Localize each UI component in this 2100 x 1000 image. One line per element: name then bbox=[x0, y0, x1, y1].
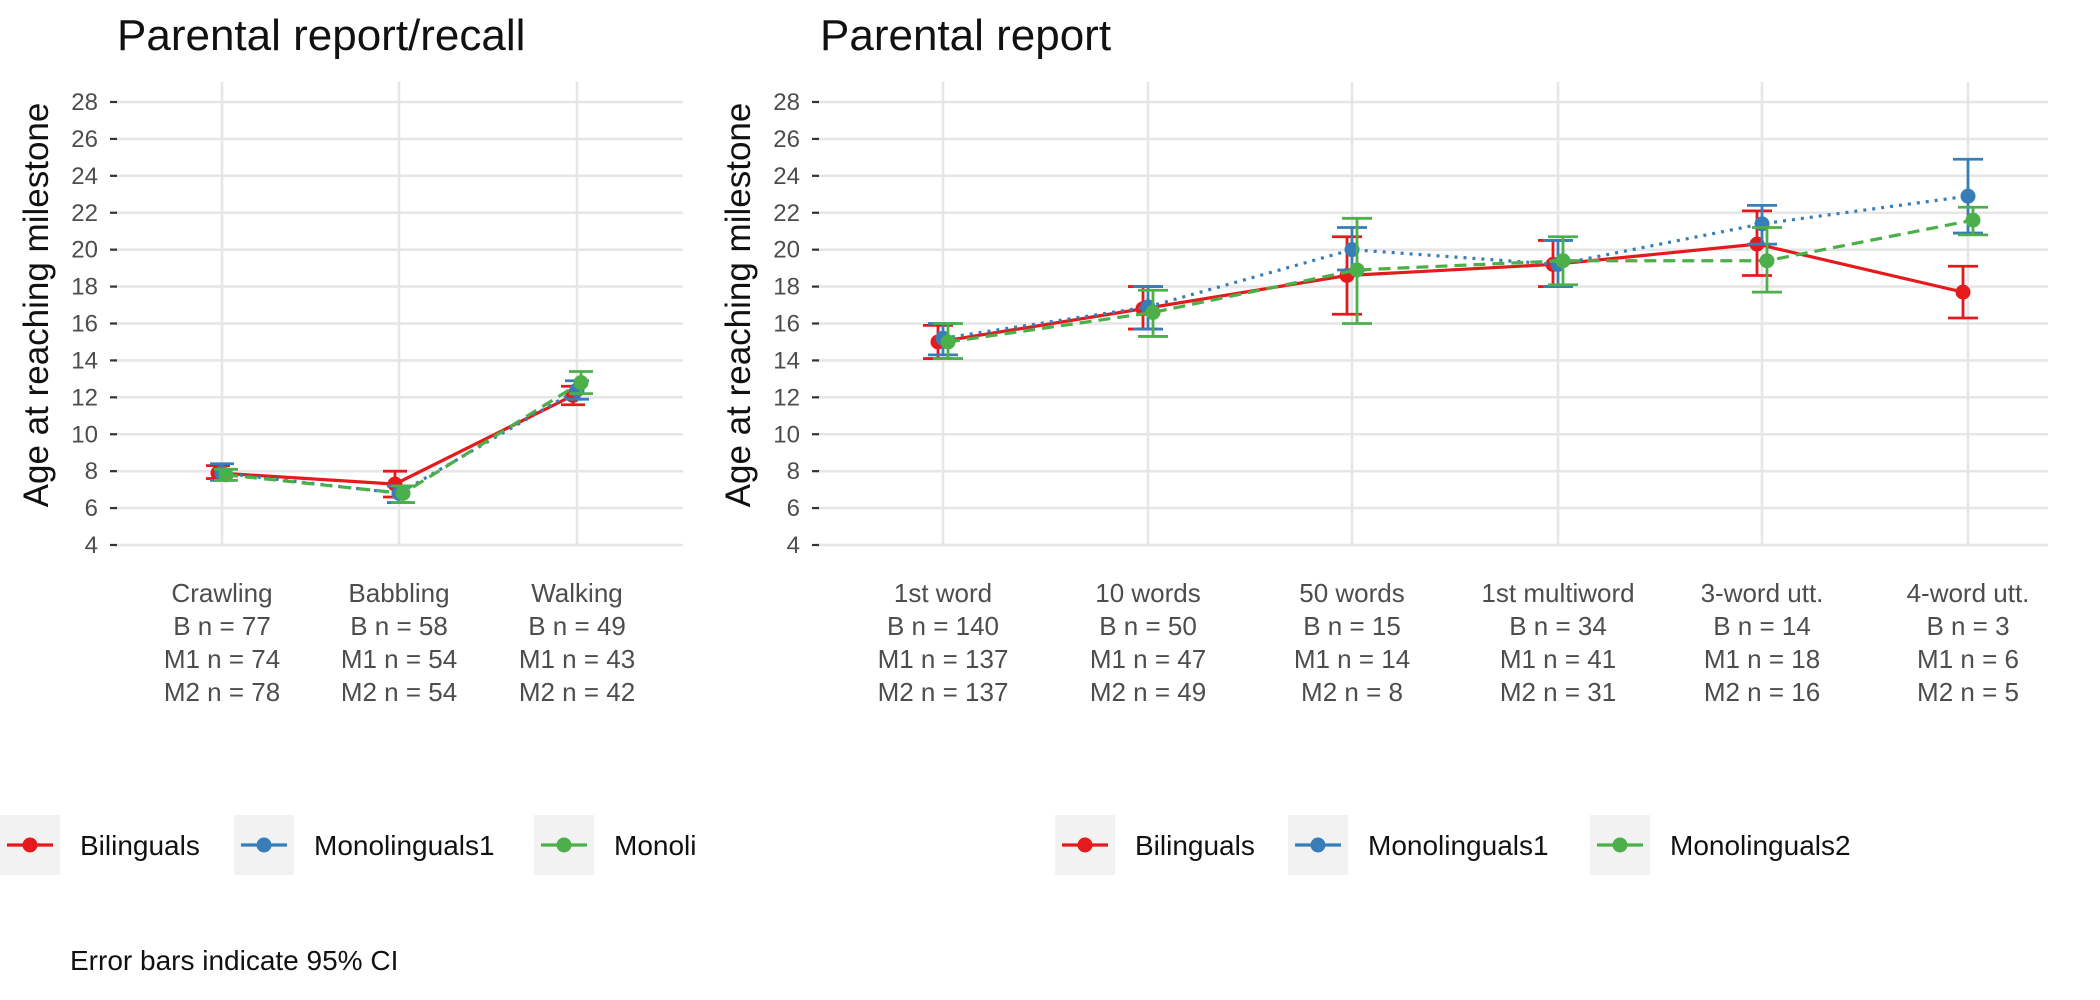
y-tick-label: 14 bbox=[773, 347, 800, 374]
y-tick-label: 20 bbox=[773, 237, 800, 264]
series-monolinguals2 bbox=[933, 205, 1988, 360]
legend-item: Monolinguals1 bbox=[1288, 815, 1549, 875]
x-axis-report: 1st word B n = 140 M1 n = 137 M2 n = 137 10 … bbox=[878, 578, 2030, 707]
series-line bbox=[947, 218, 1974, 344]
series-bilinguals bbox=[923, 209, 1978, 360]
chart-title-report: Parental report bbox=[820, 11, 1111, 60]
data-point bbox=[1555, 253, 1571, 269]
data-point bbox=[1965, 212, 1981, 228]
legend-recall: Bilinguals Monolinguals1 Monoli bbox=[0, 815, 696, 875]
y-tick-label: 28 bbox=[773, 89, 800, 116]
legend-key-point bbox=[256, 837, 272, 853]
data-point bbox=[1955, 284, 1971, 300]
y-tick-label: 26 bbox=[71, 126, 98, 153]
series-line bbox=[221, 388, 578, 495]
chart-title-recall: Parental report/recall bbox=[117, 11, 525, 60]
y-tick-label: 20 bbox=[71, 237, 98, 264]
series-recall bbox=[206, 370, 593, 504]
legend-key-point bbox=[1077, 837, 1093, 853]
y-tick-label: 10 bbox=[773, 421, 800, 448]
legend-label: Bilinguals bbox=[1135, 830, 1255, 861]
data-point bbox=[573, 375, 589, 391]
y-tick-label: 4 bbox=[787, 532, 800, 559]
legend-label: Monoli bbox=[614, 830, 696, 861]
legend-item: Bilinguals bbox=[1055, 815, 1255, 875]
y-axis-report: 4 6 8 10 12 14 16 18 20 22 24 26 28 bbox=[773, 89, 819, 559]
y-tick-label: 16 bbox=[71, 311, 98, 338]
y-tick-label: 28 bbox=[71, 89, 98, 116]
legend-report: Bilinguals Monolinguals1 Monolinguals2 bbox=[1055, 815, 1851, 875]
x-tick-label: Crawling B n = 77 M1 n = 74 M2 n = 78 bbox=[164, 578, 280, 707]
data-point bbox=[940, 334, 956, 350]
y-tick-label: 12 bbox=[71, 384, 98, 411]
y-tick-label: 22 bbox=[71, 200, 98, 227]
legend-item: Monolinguals2 bbox=[1590, 815, 1851, 875]
legend-key-point bbox=[22, 837, 38, 853]
legend-item: Monolinguals1 bbox=[234, 815, 495, 875]
y-axis-label-recall: Age at reaching milestone bbox=[17, 103, 56, 508]
y-axis-recall: 4 6 8 10 12 14 16 18 20 22 24 26 28 bbox=[71, 89, 117, 559]
y-tick-label: 4 bbox=[85, 532, 98, 559]
x-tick-label: 3-word utt. B n = 14 M1 n = 18 M2 n = 16 bbox=[1701, 578, 1824, 707]
y-tick-label: 18 bbox=[773, 274, 800, 301]
caption: Error bars indicate 95% CI bbox=[70, 945, 398, 976]
gridlines-report bbox=[816, 82, 2048, 547]
legend-label: Bilinguals bbox=[80, 830, 200, 861]
y-tick-label: 6 bbox=[85, 495, 98, 522]
panel-report: Parental report Age at reaching mileston… bbox=[719, 11, 2048, 707]
x-axis-recall: Crawling B n = 77 M1 n = 74 M2 n = 78 Babbli… bbox=[164, 578, 635, 707]
series-line bbox=[937, 242, 1964, 344]
data-point bbox=[1759, 253, 1775, 269]
y-tick-label: 8 bbox=[85, 458, 98, 485]
legend-key-point bbox=[556, 837, 572, 853]
series-bilinguals bbox=[206, 384, 585, 499]
x-tick-label: 10 words B n = 50 M1 n = 47 M2 n = 49 bbox=[1090, 578, 1206, 707]
legend-item: Bilinguals bbox=[0, 815, 200, 875]
y-tick-label: 16 bbox=[773, 311, 800, 338]
y-tick-label: 18 bbox=[71, 274, 98, 301]
series-monolinguals1 bbox=[928, 157, 1983, 357]
data-point bbox=[1145, 304, 1161, 320]
x-tick-label: 1st word B n = 140 M1 n = 137 M2 n = 137 bbox=[878, 578, 1009, 707]
x-tick-label: Walking B n = 49 M1 n = 43 M2 n = 42 bbox=[519, 578, 635, 707]
data-point bbox=[1349, 262, 1365, 278]
legend-label: Monolinguals1 bbox=[1368, 830, 1549, 861]
y-tick-label: 14 bbox=[71, 347, 98, 374]
legend-item: Monoli bbox=[534, 815, 696, 875]
x-tick-label: 50 words B n = 15 M1 n = 14 M2 n = 8 bbox=[1294, 578, 1410, 707]
y-axis-label-report: Age at reaching milestone bbox=[719, 103, 758, 508]
x-tick-label: 1st multiword B n = 34 M1 n = 41 M2 n = 31 bbox=[1481, 578, 1634, 707]
x-tick-label: 4-word utt. B n = 3 M1 n = 6 M2 n = 5 bbox=[1907, 578, 2030, 707]
y-tick-label: 6 bbox=[787, 495, 800, 522]
data-point bbox=[395, 485, 411, 501]
legend-label: Monolinguals2 bbox=[1670, 830, 1851, 861]
panel-recall: Parental report/recall Age at reaching m… bbox=[17, 11, 683, 707]
series-line bbox=[942, 194, 1969, 340]
legend-key-point bbox=[1310, 837, 1326, 853]
x-tick-label: Babbling B n = 58 M1 n = 54 M2 n = 54 bbox=[341, 578, 457, 707]
y-tick-label: 8 bbox=[787, 458, 800, 485]
y-tick-label: 24 bbox=[773, 163, 800, 190]
y-tick-label: 22 bbox=[773, 200, 800, 227]
y-tick-label: 12 bbox=[773, 384, 800, 411]
y-tick-label: 26 bbox=[773, 126, 800, 153]
y-tick-label: 10 bbox=[71, 421, 98, 448]
legend-key-point bbox=[1612, 837, 1628, 853]
data-point bbox=[218, 467, 234, 483]
legend-label: Monolinguals1 bbox=[314, 830, 495, 861]
data-point bbox=[1960, 188, 1976, 204]
series-monolinguals2 bbox=[214, 370, 593, 504]
y-tick-label: 24 bbox=[71, 163, 98, 190]
gridlines-recall bbox=[114, 82, 683, 547]
series-report bbox=[923, 157, 1988, 360]
